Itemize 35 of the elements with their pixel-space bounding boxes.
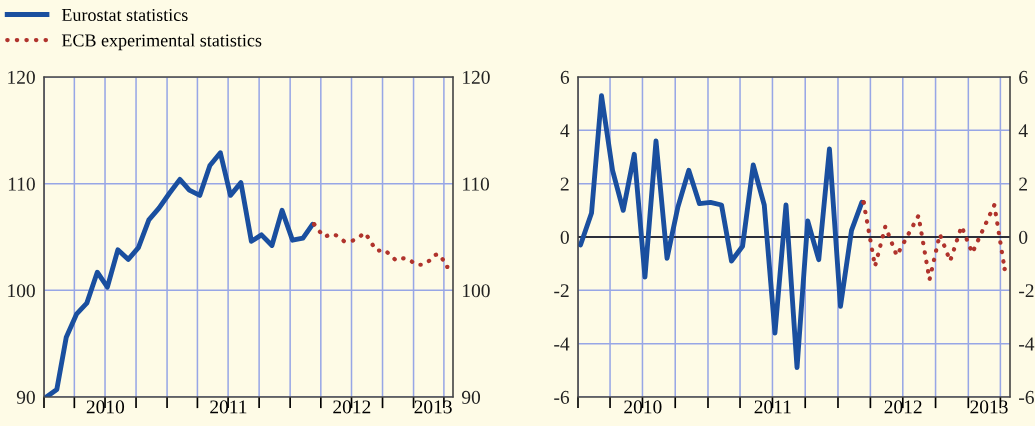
y2-tick-label: 4 <box>1018 124 1028 138</box>
legend-label: ECB experimental statistics <box>61 33 262 51</box>
y-tick-label: 4 <box>560 124 570 138</box>
y2-tick-label: 6 <box>1019 70 1028 84</box>
x-tick-label: 2013 <box>414 400 452 414</box>
y-tick-label: 120 <box>8 70 35 84</box>
line-series <box>578 93 865 371</box>
y2-tick-label: 0 <box>1019 230 1028 244</box>
y2-tick-label: -6 <box>1019 390 1034 404</box>
y-tick-label: 6 <box>560 70 570 84</box>
y2-tick-label: 90 <box>461 390 481 404</box>
line-series <box>44 150 316 397</box>
y2-tick-label: 120 <box>463 70 490 84</box>
y2-tick-label: 2 <box>1019 177 1027 191</box>
y-tick-label: 90 <box>16 390 35 404</box>
x-tick-label: 2012 <box>333 400 371 414</box>
x-tick-label: 2013 <box>970 400 1008 414</box>
x-tick-label: 2011 <box>754 400 791 414</box>
y-tick-label: 0 <box>560 230 569 244</box>
y2-tick-label: -2 <box>1019 284 1034 298</box>
y-tick-label: 100 <box>8 284 35 298</box>
y-tick-label: -4 <box>554 337 570 351</box>
y-tick-label: -2 <box>554 284 569 298</box>
y2-tick-label: -4 <box>1019 337 1035 351</box>
line-series <box>861 200 1007 282</box>
x-tick-label: 2011 <box>210 400 247 414</box>
y-tick-label: -6 <box>554 390 570 404</box>
y2-tick-label: 110 <box>463 177 490 191</box>
x-tick-label: 2012 <box>884 400 922 414</box>
x-tick-label: 2010 <box>86 400 125 414</box>
y2-tick-label: 100 <box>463 284 490 298</box>
x-tick-label: 2010 <box>624 400 662 414</box>
y-tick-label: 110 <box>8 177 35 191</box>
legend-label: Eurostat statistics <box>61 8 188 22</box>
y-tick-label: 2 <box>560 177 569 191</box>
